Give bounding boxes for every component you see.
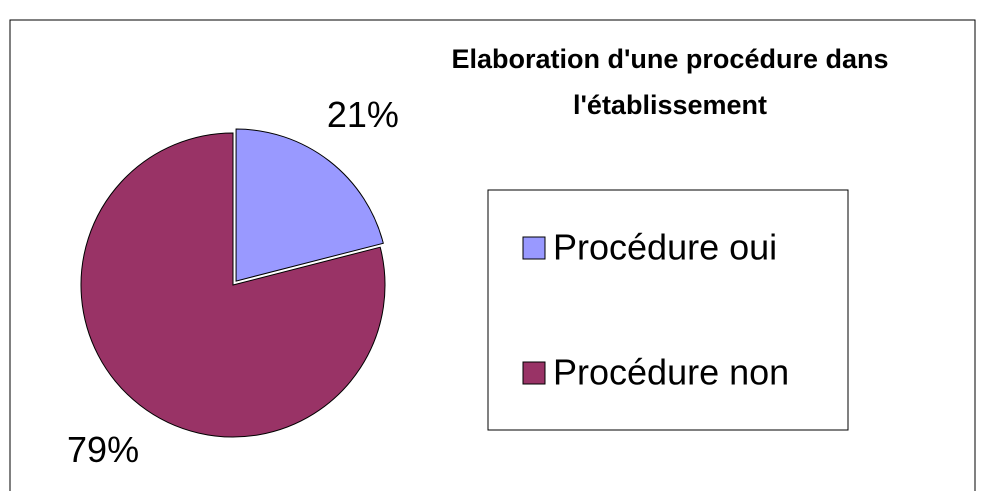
- chart-title: Elaboration d'une procédure dans l'établ…: [451, 44, 889, 120]
- legend-label: Procédure non: [553, 352, 789, 393]
- pie-slice: [235, 128, 384, 282]
- legend-box: [487, 189, 849, 431]
- legend-label: Procédure oui: [553, 227, 777, 268]
- pie-slice: [80, 132, 386, 438]
- legend-swatch: [522, 361, 546, 385]
- legend-swatch: [522, 236, 546, 260]
- data-label: 79%: [67, 429, 139, 470]
- data-label: 21%: [327, 94, 399, 135]
